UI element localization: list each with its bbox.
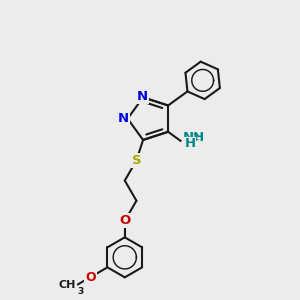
Text: N: N bbox=[136, 90, 148, 103]
Text: O: O bbox=[85, 271, 96, 284]
Text: N: N bbox=[118, 112, 129, 125]
Text: 2: 2 bbox=[192, 133, 198, 142]
Text: S: S bbox=[132, 154, 141, 167]
Text: O: O bbox=[119, 214, 130, 227]
Text: 3: 3 bbox=[77, 287, 83, 296]
Text: H: H bbox=[184, 137, 195, 150]
Text: CH: CH bbox=[59, 280, 76, 290]
Text: NH: NH bbox=[183, 131, 205, 145]
